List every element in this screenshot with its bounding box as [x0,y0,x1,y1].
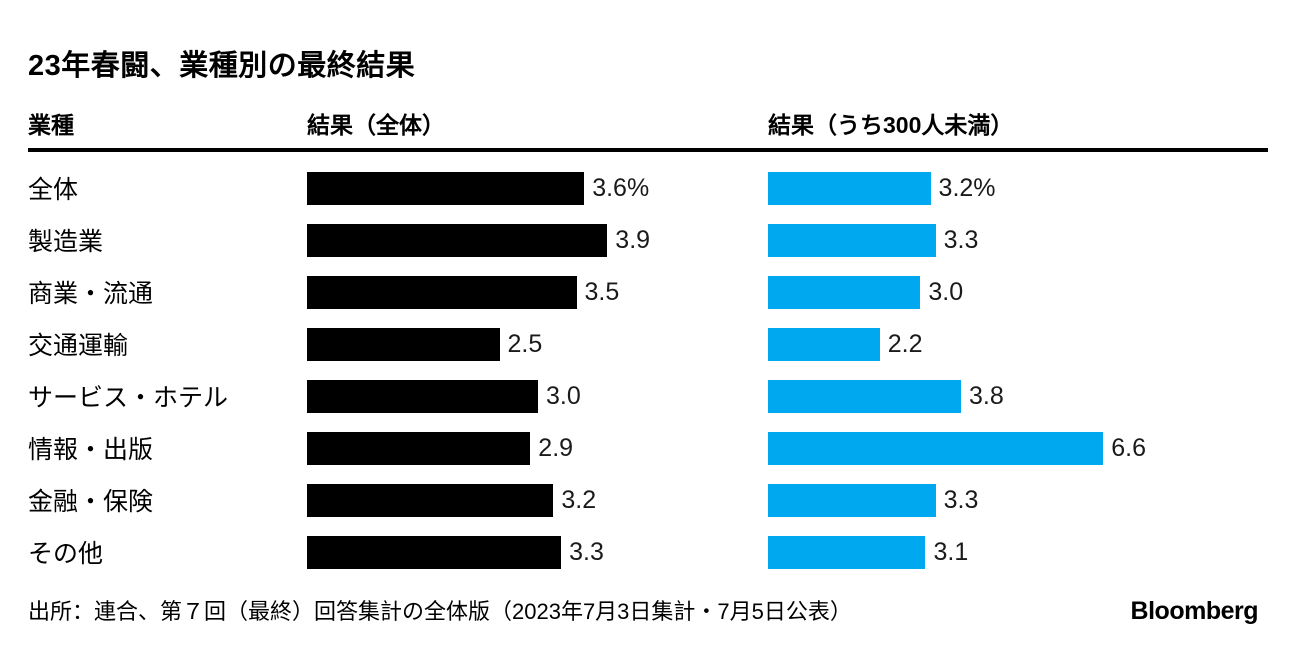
small-bar-cell: 2.2 [768,318,1268,370]
overall-bar-cell: 3.6% [307,162,768,214]
overall-bar [307,379,538,413]
bar-rows: 全体 3.6% 3.2% 製造業 3.9 3.3 商業・流通 [28,162,1268,578]
overall-bar [307,327,500,361]
column-header-overall: 結果（全体） [307,112,445,138]
overall-bar [307,483,554,517]
overall-bar-cell: 3.2 [307,474,768,526]
small-company-bar [768,431,1104,465]
overall-bar-value: 3.5 [584,277,620,306]
overall-bar-value: 3.0 [546,381,581,410]
small-company-bar-value: 3.3 [943,225,979,254]
overall-bar-value: 3.2 [561,485,597,514]
small-company-bar [768,483,936,517]
small-bar-cell: 3.0 [768,266,1268,318]
small-company-bar [768,327,880,361]
industry-label: 全体 [28,176,79,204]
small-company-bar [768,223,936,257]
header-divider [28,148,1268,152]
small-company-bar-value: 3.3 [943,485,979,514]
overall-bar-value: 2.5 [507,329,543,358]
column-header-small: 結果（うち300人未満） [768,112,1014,138]
table-row: 全体 3.6% 3.2% [28,162,1268,214]
industry-label: 金融・保険 [28,488,154,516]
small-bar-cell: 3.1 [768,526,1268,578]
small-company-bar-value: 3.2% [938,173,996,202]
overall-bar-value: 3.3 [569,537,604,566]
overall-bar [307,223,608,257]
small-company-bar [768,171,931,205]
chart-title: 23年春闘、業種別の最終結果 [28,50,416,82]
industry-label: 製造業 [28,228,104,256]
small-bar-cell: 3.2% [768,162,1268,214]
industry-label: 交通運輸 [28,332,129,360]
small-bar-cell: 6.6 [768,422,1268,474]
table-row: その他 3.3 3.1 [28,526,1268,578]
small-bar-cell: 3.3 [768,474,1268,526]
source-note: 出所：連合、第７回（最終）回答集計の全体版（2023年7月3日集計・7月5日公表… [28,599,852,624]
small-company-bar-value: 3.1 [933,537,969,566]
table-row: 交通運輸 2.5 2.2 [28,318,1268,370]
small-company-bar-value: 3.8 [969,381,1004,410]
overall-bar [307,171,585,205]
overall-bar-cell: 2.5 [307,318,768,370]
small-company-bar [768,535,926,569]
overall-bar-value: 3.6% [592,173,650,202]
table-row: 情報・出版 2.9 6.6 [28,422,1268,474]
small-bar-cell: 3.8 [768,370,1268,422]
table-row: 製造業 3.9 3.3 [28,214,1268,266]
table-row: サービス・ホテル 3.0 3.8 [28,370,1268,422]
small-bar-cell: 3.3 [768,214,1268,266]
overall-bar [307,275,577,309]
overall-bar-cell: 3.0 [307,370,768,422]
small-company-bar-value: 3.0 [928,277,964,306]
small-company-bar-value: 6.6 [1111,433,1147,462]
bloomberg-logo: Bloomberg [1130,597,1259,625]
industry-label: 情報・出版 [28,436,154,464]
small-company-bar-value: 2.2 [887,329,923,358]
table-row: 商業・流通 3.5 3.0 [28,266,1268,318]
overall-bar [307,431,531,465]
table-row: 金融・保険 3.2 3.3 [28,474,1268,526]
overall-bar-cell: 3.9 [307,214,768,266]
overall-bar-cell: 3.3 [307,526,768,578]
column-header-industry: 業種 [28,112,74,138]
small-company-bar [768,275,921,309]
overall-bar-cell: 2.9 [307,422,768,474]
overall-bar-value: 2.9 [538,433,574,462]
industry-label: その他 [28,540,104,568]
industry-label: 商業・流通 [28,280,154,308]
industry-label: サービス・ホテル [28,384,229,412]
small-company-bar [768,379,962,413]
overall-bar-value: 3.9 [615,225,651,254]
overall-bar [307,535,562,569]
overall-bar-cell: 3.5 [307,266,768,318]
